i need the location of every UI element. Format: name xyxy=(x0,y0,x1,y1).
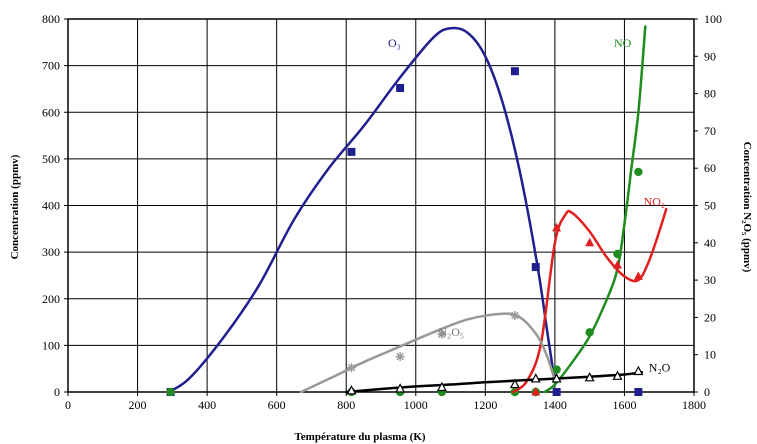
x-tick-label: 0 xyxy=(65,398,71,412)
n2o5-point xyxy=(510,311,520,321)
n2o-point xyxy=(530,373,541,383)
series-label-n2o5: N₂O₅ xyxy=(438,325,464,339)
no2-point xyxy=(612,260,622,269)
n2o-point xyxy=(633,365,644,376)
x-tick-label: 600 xyxy=(268,398,286,412)
no-point xyxy=(634,167,643,177)
no-point xyxy=(585,328,594,337)
series-label-no2: NO₂ xyxy=(644,195,666,209)
series-label-n2o: N₂O xyxy=(649,360,671,374)
y-tick-label: 100 xyxy=(42,338,60,352)
x-tick-label: 1600 xyxy=(612,398,636,412)
y2-tick-label: 100 xyxy=(704,12,722,26)
n2o-point xyxy=(436,381,447,392)
n2o-point xyxy=(551,373,562,383)
o3-line xyxy=(167,26,557,394)
n2o5-point xyxy=(346,363,356,373)
o3-point xyxy=(634,388,643,396)
y2-tick-label: 20 xyxy=(704,310,716,324)
no-point xyxy=(166,387,175,397)
y2-tick-label: 40 xyxy=(704,236,716,250)
no-point xyxy=(613,249,622,259)
n2o5-point xyxy=(437,329,447,339)
no2-point xyxy=(531,387,541,396)
series-layer xyxy=(166,25,668,397)
series-label-o3: O₃ xyxy=(388,36,401,50)
x-axis-title: Température du plasma (K) xyxy=(294,431,425,443)
o3-point xyxy=(552,388,561,396)
y2-tick-label: 10 xyxy=(704,348,716,362)
n2o-point xyxy=(509,378,520,389)
n2o-point xyxy=(612,370,623,380)
y-tick-label: 800 xyxy=(42,12,60,26)
no2-point xyxy=(552,222,562,232)
grid-lines xyxy=(67,18,695,393)
y-tick-label: 200 xyxy=(42,292,60,306)
x-tick-label: 1000 xyxy=(404,398,428,412)
series-n2o xyxy=(344,365,644,395)
o3-point xyxy=(510,67,519,76)
series-n2o5 xyxy=(299,311,557,394)
y2-axis-title: Concentration N₂O₅ (ppmv) xyxy=(741,142,753,273)
y2-tick-label: 70 xyxy=(704,124,716,138)
y2-tick-label: 90 xyxy=(704,49,716,63)
no-point xyxy=(552,365,561,374)
no-line xyxy=(543,25,647,394)
y2-tick-label: 80 xyxy=(704,87,716,101)
y-tick-label: 0 xyxy=(54,385,60,399)
o3-point xyxy=(531,263,540,272)
y-tick-label: 300 xyxy=(42,245,60,259)
series-label-no: NO xyxy=(614,36,632,50)
n2o-point xyxy=(346,385,357,395)
no2-point xyxy=(585,237,595,247)
y-tick-label: 400 xyxy=(42,199,60,213)
labels-layer: O₃ NO NO₂ N₂O₅ N₂O xyxy=(388,36,671,375)
y-tick-label: 700 xyxy=(42,59,60,73)
x-tick-label: 400 xyxy=(198,398,216,412)
x-tick-label: 1200 xyxy=(473,398,497,412)
x-tick-label: 1400 xyxy=(543,398,567,412)
o3-point xyxy=(396,84,405,93)
y2-tick-label: 30 xyxy=(704,273,716,287)
x-tick-label: 1800 xyxy=(682,398,706,412)
x-tick-label: 200 xyxy=(129,398,147,412)
y-tick-label: 600 xyxy=(42,105,60,119)
no2-point xyxy=(633,271,643,280)
n2o-point xyxy=(584,372,595,382)
o3-point xyxy=(347,147,356,156)
x-tick-label: 800 xyxy=(337,398,355,412)
axes: 0 200 400 600 800 1000 1200 1400 1600 18000100200… xyxy=(42,12,722,412)
n2o-point xyxy=(395,383,406,393)
y-tick-label: 500 xyxy=(42,152,60,166)
y2-tick-label: 50 xyxy=(704,199,716,213)
y-axis-title: Concentration (ppmv) xyxy=(9,154,21,259)
y2-tick-label: 60 xyxy=(704,161,716,175)
y2-tick-label: 0 xyxy=(704,385,710,399)
n2o5-point xyxy=(395,352,405,362)
